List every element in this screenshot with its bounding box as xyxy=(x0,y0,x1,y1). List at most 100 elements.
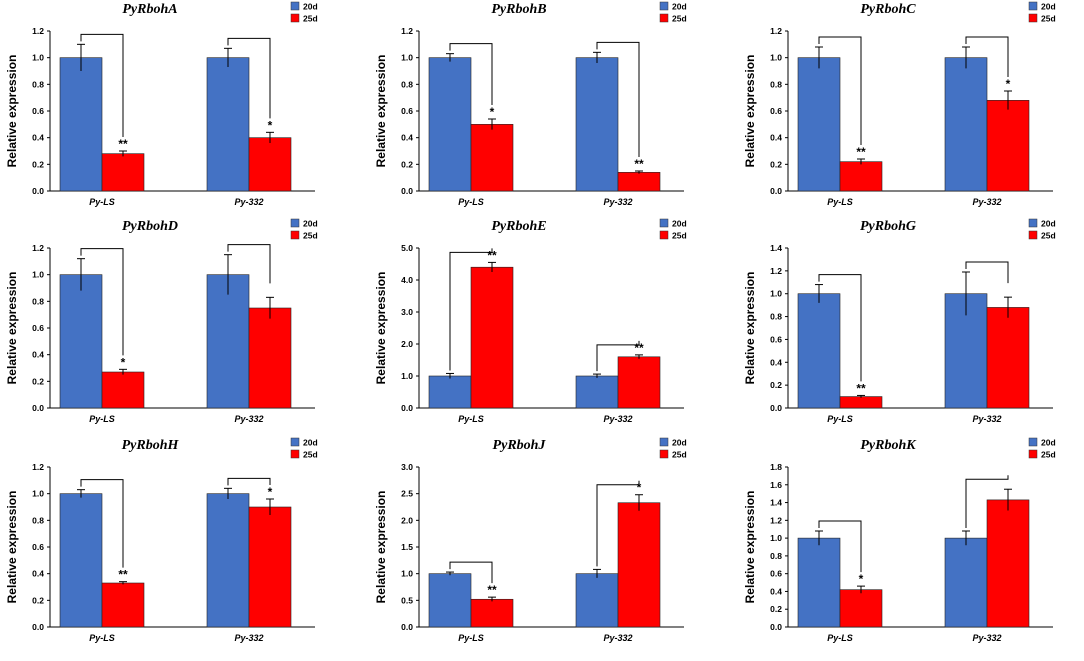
significance-marker: * xyxy=(1006,77,1011,91)
y-tick-label: 0.4 xyxy=(770,357,782,367)
x-category-label: Py-LS xyxy=(827,414,853,424)
legend-swatch-20d xyxy=(290,437,300,447)
bar-20d-py-ls xyxy=(428,573,472,628)
significance-bracket xyxy=(227,37,271,119)
legend-swatch-20d xyxy=(290,218,300,228)
bar-20d-py-332 xyxy=(575,573,619,628)
significance-bracket xyxy=(965,36,1009,77)
y-tick-label: 1.2 xyxy=(32,26,44,36)
legend-swatch-20d xyxy=(659,1,669,11)
x-category-label: Py-LS xyxy=(827,197,853,207)
legend-label-25d: 25d xyxy=(303,231,318,241)
chart-title: PyRbohK xyxy=(860,438,917,453)
legend-swatch-20d xyxy=(1028,437,1038,447)
bar-20d-py-332 xyxy=(944,537,988,628)
y-tick-label: 1.0 xyxy=(401,371,413,381)
significance-marker: * xyxy=(268,485,273,499)
y-axis-label: Relative expression xyxy=(5,491,19,604)
chart-panel-pyrbohb: PyRbohB 20d 25d Relative expression 0.0 0.2 0.… xyxy=(374,2,687,208)
chart-panel-pyrbohh: PyRbohH 20d 25d Relative expression 0.0 0.2 0.… xyxy=(5,438,318,644)
legend-swatch-25d xyxy=(659,449,669,459)
significance-bracket xyxy=(449,561,493,584)
bar-20d-py-332 xyxy=(206,493,250,628)
bar-20d-py-ls xyxy=(797,293,841,409)
y-tick-label: 1.6 xyxy=(770,480,782,490)
bar-25d-py-332 xyxy=(248,137,292,192)
legend-label-25d: 25d xyxy=(1041,14,1056,24)
y-tick-label: 0.0 xyxy=(32,403,44,413)
y-axis-label: Relative expression xyxy=(374,272,388,385)
bar-20d-py-ls xyxy=(797,57,841,192)
y-tick-label: 0.0 xyxy=(32,186,44,196)
significance-marker: * xyxy=(490,105,495,119)
legend-swatch-20d xyxy=(290,1,300,11)
y-axis-label: Relative expression xyxy=(5,272,19,385)
y-tick-label: 1.0 xyxy=(32,270,44,280)
legend-label-20d: 20d xyxy=(303,2,318,12)
bar-20d-py-ls xyxy=(428,375,472,409)
x-category-label: Py-332 xyxy=(603,414,632,424)
chart-panel-pyrboha: PyRbohA 20d 25d Relative expression 0.0 0.2 0.… xyxy=(5,2,318,208)
y-tick-label: 0.4 xyxy=(401,133,413,143)
x-category-label: Py-332 xyxy=(972,197,1001,207)
x-category-label: Py-332 xyxy=(603,633,632,643)
y-tick-label: 4.0 xyxy=(401,275,413,285)
chart-title: PyRbohE xyxy=(491,219,546,234)
legend-swatch-20d xyxy=(659,437,669,447)
significance-bracket xyxy=(449,248,493,371)
chart-panel-pyrbohe: PyRbohE 20d 25d Relative expression 0.0 1.0 2.… xyxy=(374,219,687,425)
bar-25d-py-ls xyxy=(839,161,883,192)
legend-label-20d: 20d xyxy=(1041,438,1056,448)
significance-marker: ** xyxy=(856,145,866,159)
bar-25d-py-332 xyxy=(986,100,1030,192)
y-tick-label: 0.8 xyxy=(770,551,782,561)
bar-25d-py-332 xyxy=(617,356,661,409)
y-tick-label: 0.4 xyxy=(32,350,44,360)
y-tick-label: 0.0 xyxy=(401,186,413,196)
y-tick-label: 1.0 xyxy=(770,53,782,63)
x-category-label: Py-LS xyxy=(458,414,484,424)
significance-bracket xyxy=(596,480,640,567)
significance-bracket xyxy=(596,41,640,157)
bar-25d-py-ls xyxy=(101,153,145,192)
y-tick-label: 0.2 xyxy=(32,159,44,169)
significance-bracket xyxy=(818,520,862,573)
legend-label-20d: 20d xyxy=(672,2,687,12)
y-tick-label: 1.0 xyxy=(401,569,413,579)
significance-bracket xyxy=(80,33,124,137)
bar-20d-py-ls xyxy=(59,274,103,409)
legend-swatch-25d xyxy=(659,13,669,23)
bar-25d-py-ls xyxy=(470,598,514,628)
y-tick-label: 1.2 xyxy=(32,243,44,253)
legend-swatch-25d xyxy=(659,230,669,240)
legend-swatch-20d xyxy=(659,218,669,228)
y-tick-label: 0.2 xyxy=(401,159,413,169)
legend-label-20d: 20d xyxy=(303,219,318,229)
bar-25d-py-332 xyxy=(986,307,1030,409)
y-tick-label: 1.0 xyxy=(770,289,782,299)
bar-20d-py-ls xyxy=(59,493,103,628)
y-tick-label: 0.0 xyxy=(770,622,782,632)
significance-marker: * xyxy=(637,481,642,495)
y-tick-label: 1.2 xyxy=(32,462,44,472)
significance-marker: ** xyxy=(118,137,128,151)
y-tick-label: 0.4 xyxy=(770,133,782,143)
significance-bracket xyxy=(80,248,124,356)
bar-25d-py-ls xyxy=(101,371,145,409)
y-tick-label: 0.8 xyxy=(32,296,44,306)
x-category-label: Py-LS xyxy=(89,197,115,207)
y-tick-label: 0.8 xyxy=(32,515,44,525)
significance-marker: * xyxy=(859,572,864,586)
y-tick-label: 0.4 xyxy=(770,586,782,596)
chart-title: PyRbohG xyxy=(860,219,916,234)
y-tick-label: 0.4 xyxy=(32,569,44,579)
y-tick-label: 0.8 xyxy=(32,79,44,89)
legend-swatch-25d xyxy=(290,449,300,459)
chart-title: PyRbohC xyxy=(860,2,916,17)
x-category-label: Py-332 xyxy=(603,197,632,207)
x-category-label: Py-332 xyxy=(234,633,263,643)
y-tick-label: 0.6 xyxy=(770,106,782,116)
y-tick-label: 1.0 xyxy=(770,533,782,543)
bar-20d-py-332 xyxy=(944,57,988,192)
significance-marker: ** xyxy=(634,157,644,171)
